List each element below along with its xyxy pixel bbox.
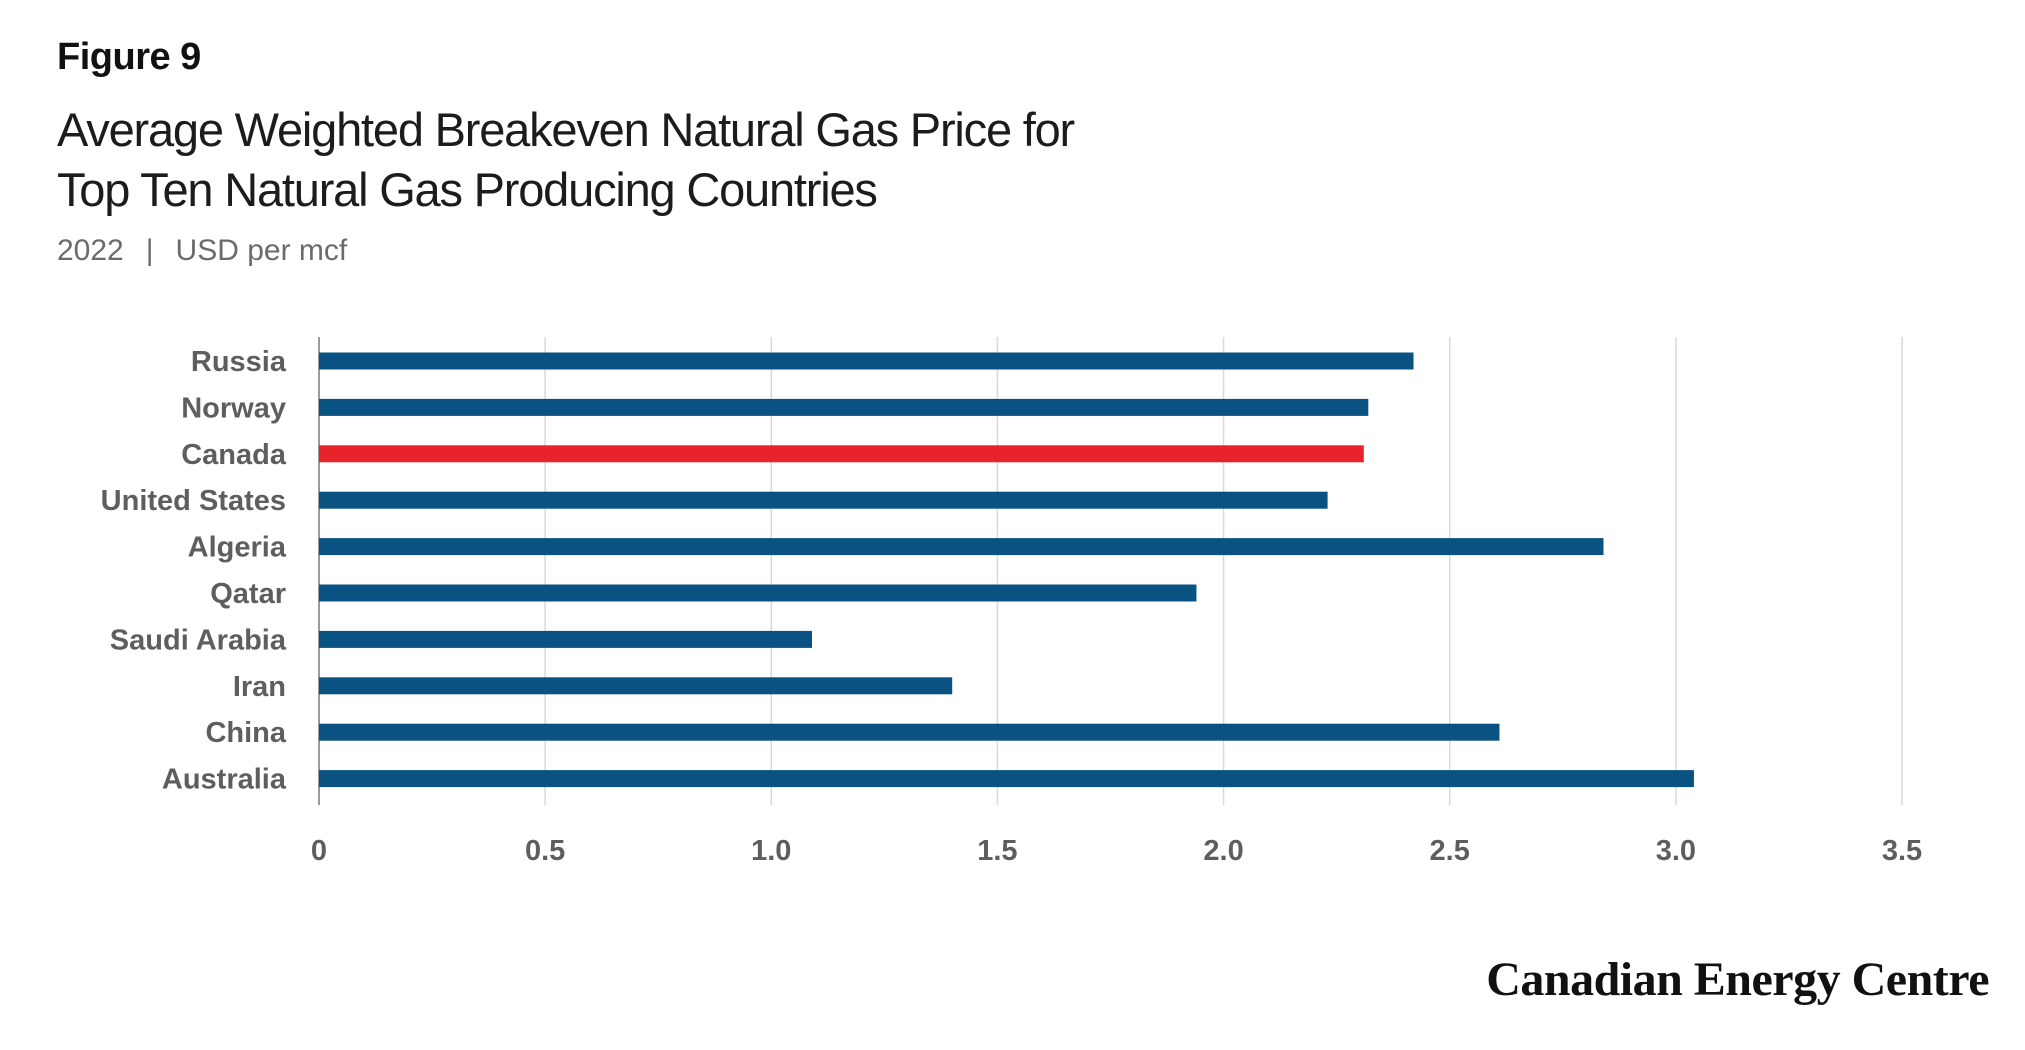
bar-united-states bbox=[319, 491, 1328, 509]
subtitle-year: 2022 bbox=[57, 234, 124, 267]
bars bbox=[319, 352, 1694, 788]
category-label: China bbox=[205, 717, 286, 749]
category-label: Algeria bbox=[188, 532, 287, 564]
x-tick-label: 3.0 bbox=[1656, 835, 1696, 867]
x-tick-label: 1.5 bbox=[977, 835, 1017, 867]
canadian-energy-centre-logo: Canadian Energy Centre bbox=[1486, 953, 1989, 1006]
chart-title-line-2: Top Ten Natural Gas Producing Countries bbox=[57, 163, 878, 216]
chart-title-line-1: Average Weighted Breakeven Natural Gas P… bbox=[57, 103, 1075, 156]
bar-australia bbox=[319, 770, 1694, 788]
category-label: Canada bbox=[181, 439, 287, 471]
bar-russia bbox=[319, 352, 1414, 370]
chart-title: Average Weighted Breakeven Natural Gas P… bbox=[57, 100, 1457, 220]
x-tick-label: 0 bbox=[311, 835, 327, 867]
category-label: Saudi Arabia bbox=[110, 624, 287, 656]
figure-label: Figure 9 bbox=[57, 36, 201, 78]
x-tick-label: 2.0 bbox=[1203, 835, 1243, 867]
category-label: Iran bbox=[233, 671, 286, 703]
bar-norway bbox=[319, 398, 1369, 416]
chart-subtitle: 2022 | USD per mcf bbox=[57, 234, 347, 268]
category-label: Qatar bbox=[210, 578, 286, 610]
bar-canada bbox=[319, 445, 1364, 463]
subtitle-unit: USD per mcf bbox=[175, 234, 348, 267]
x-tick-label: 0.5 bbox=[525, 835, 565, 867]
category-labels: Russia Norway Canada United States Algeria Qa… bbox=[101, 346, 287, 796]
category-label: Norway bbox=[181, 392, 286, 424]
category-label: United States bbox=[101, 485, 286, 517]
category-label: Australia bbox=[162, 764, 287, 796]
bar-saudi-arabia bbox=[319, 630, 812, 648]
x-tick-label: 2.5 bbox=[1430, 835, 1470, 867]
subtitle-separator: | bbox=[145, 234, 154, 267]
bar-china bbox=[319, 723, 1500, 741]
x-tick-label: 3.5 bbox=[1882, 835, 1922, 867]
bar-qatar bbox=[319, 584, 1197, 602]
x-tick-label: 1.0 bbox=[751, 835, 791, 867]
bar-algeria bbox=[319, 538, 1604, 556]
bar-iran bbox=[319, 677, 953, 695]
category-label: Russia bbox=[191, 346, 287, 378]
x-axis-tick-labels: 0 0.5 1.0 1.5 2.0 2.5 3.0 3.5 bbox=[311, 835, 1922, 867]
